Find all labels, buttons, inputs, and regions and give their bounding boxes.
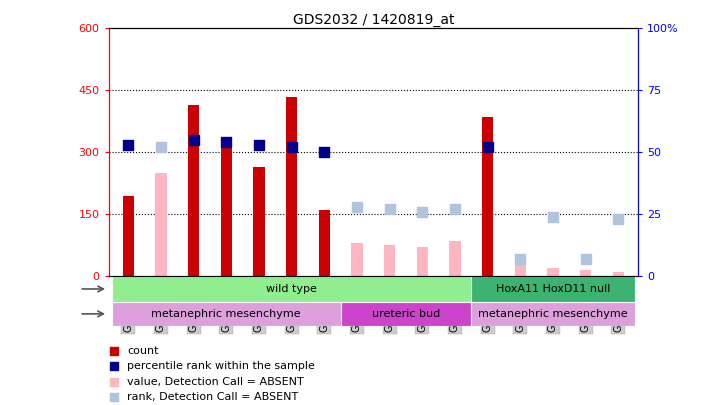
- Bar: [155, 173, 167, 276]
- Title: GDS2032 / 1420819_at: GDS2032 / 1420819_at: [292, 13, 454, 27]
- Point: [416, 53, 427, 59]
- Bar: [416, 247, 428, 276]
- Point: [286, 144, 297, 151]
- Bar: [341, 302, 471, 326]
- Text: wild type: wild type: [266, 284, 317, 294]
- Bar: [471, 276, 634, 302]
- Point: [156, 144, 167, 151]
- Point: [613, 216, 624, 222]
- Bar: [482, 117, 494, 276]
- Point: [123, 142, 134, 148]
- Point: [416, 329, 427, 335]
- Point: [580, 256, 591, 262]
- Bar: [449, 241, 461, 276]
- Bar: [221, 140, 232, 276]
- Bar: [318, 210, 330, 276]
- Text: count: count: [127, 346, 158, 356]
- Bar: [515, 260, 526, 276]
- Point: [482, 144, 494, 151]
- Point: [416, 209, 428, 215]
- Point: [515, 256, 526, 262]
- Point: [547, 213, 559, 220]
- Bar: [580, 270, 592, 276]
- Point: [384, 206, 395, 213]
- Point: [416, 191, 427, 197]
- Point: [449, 206, 461, 213]
- Bar: [286, 96, 297, 276]
- Text: HoxA11 HoxD11 null: HoxA11 HoxD11 null: [496, 284, 610, 294]
- Point: [221, 139, 232, 146]
- Text: percentile rank within the sample: percentile rank within the sample: [127, 361, 315, 371]
- Bar: [188, 105, 199, 276]
- Text: value, Detection Call = ABSENT: value, Detection Call = ABSENT: [127, 377, 304, 386]
- Bar: [351, 243, 362, 276]
- Bar: [384, 245, 395, 276]
- Text: rank, Detection Call = ABSENT: rank, Detection Call = ABSENT: [127, 392, 299, 402]
- Bar: [547, 268, 559, 276]
- Bar: [112, 276, 471, 302]
- Point: [351, 204, 362, 210]
- Text: metanephric mesenchyme: metanephric mesenchyme: [478, 309, 628, 319]
- Text: ureteric bud: ureteric bud: [372, 309, 440, 319]
- Text: metanephric mesenchyme: metanephric mesenchyme: [151, 309, 301, 319]
- Bar: [253, 167, 265, 276]
- Bar: [123, 196, 134, 276]
- Bar: [112, 302, 341, 326]
- Bar: [613, 272, 624, 276]
- Point: [319, 149, 330, 156]
- Point: [253, 142, 264, 148]
- Bar: [471, 302, 634, 326]
- Point: [188, 136, 199, 143]
